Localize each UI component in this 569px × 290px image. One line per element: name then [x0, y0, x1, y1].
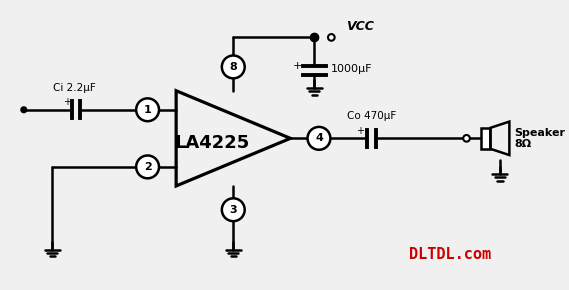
Text: 8: 8 — [229, 62, 237, 72]
Circle shape — [307, 127, 331, 150]
Text: 3: 3 — [229, 205, 237, 215]
Circle shape — [222, 55, 245, 78]
Text: 2: 2 — [144, 162, 151, 172]
Text: +: + — [292, 61, 302, 71]
Circle shape — [136, 98, 159, 121]
Circle shape — [222, 198, 245, 221]
Text: Ci 2.2μF: Ci 2.2μF — [53, 83, 96, 93]
Text: 1: 1 — [144, 105, 151, 115]
Text: LA4225: LA4225 — [175, 134, 250, 152]
Circle shape — [136, 155, 159, 178]
Circle shape — [328, 34, 335, 41]
Text: DLTDL.com: DLTDL.com — [410, 247, 492, 262]
Text: Co 470μF: Co 470μF — [347, 111, 396, 121]
Text: 1000μF: 1000μF — [331, 64, 372, 74]
Circle shape — [463, 135, 470, 142]
Text: Speaker
8Ω: Speaker 8Ω — [514, 128, 565, 149]
Text: +: + — [356, 126, 364, 136]
Text: VCC: VCC — [345, 20, 373, 33]
Bar — [481, 128, 490, 149]
Circle shape — [21, 107, 27, 113]
Text: 4: 4 — [315, 133, 323, 143]
Text: +: + — [63, 97, 71, 107]
